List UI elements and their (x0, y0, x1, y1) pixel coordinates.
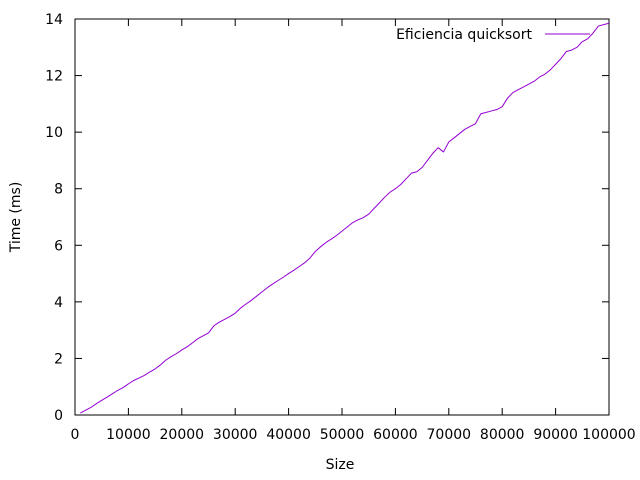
legend: Eficiencia quicksort (396, 27, 590, 43)
y-tick-label: 10 (45, 125, 63, 141)
x-tick-label: 90000 (533, 427, 578, 443)
y-axis-label: Time (ms) (8, 182, 24, 254)
x-tick-label: 60000 (373, 427, 418, 443)
y-tick-label: 8 (54, 182, 63, 198)
y-tick-label: 0 (54, 408, 63, 424)
x-tick-label: 30000 (213, 427, 258, 443)
y-tick-label: 4 (54, 295, 63, 311)
x-tick-label: 10000 (106, 427, 151, 443)
x-tick-label: 70000 (427, 427, 472, 443)
x-tick-label: 20000 (160, 427, 205, 443)
x-tick-label: 40000 (266, 427, 311, 443)
x-tick-label: 0 (71, 427, 80, 443)
y-tick-label: 2 (54, 351, 63, 367)
axis-tick-labels: 0 10000 20000 30000 40000 50000 60000 70000 8000… (45, 12, 636, 443)
series-line (80, 22, 610, 414)
x-tick-label: 100000 (582, 427, 635, 443)
x-tick-label: 80000 (480, 427, 525, 443)
y-tick-label: 6 (54, 238, 63, 254)
legend-label: Eficiencia quicksort (396, 27, 532, 43)
x-axis-label: Size (326, 457, 355, 473)
series-layer (80, 22, 610, 414)
y-tick-label: 14 (45, 12, 63, 28)
y-tick-label: 12 (45, 69, 63, 85)
x-tick-label: 50000 (320, 427, 365, 443)
axis-ticks (74, 18, 610, 416)
plot-frame (74, 18, 610, 416)
